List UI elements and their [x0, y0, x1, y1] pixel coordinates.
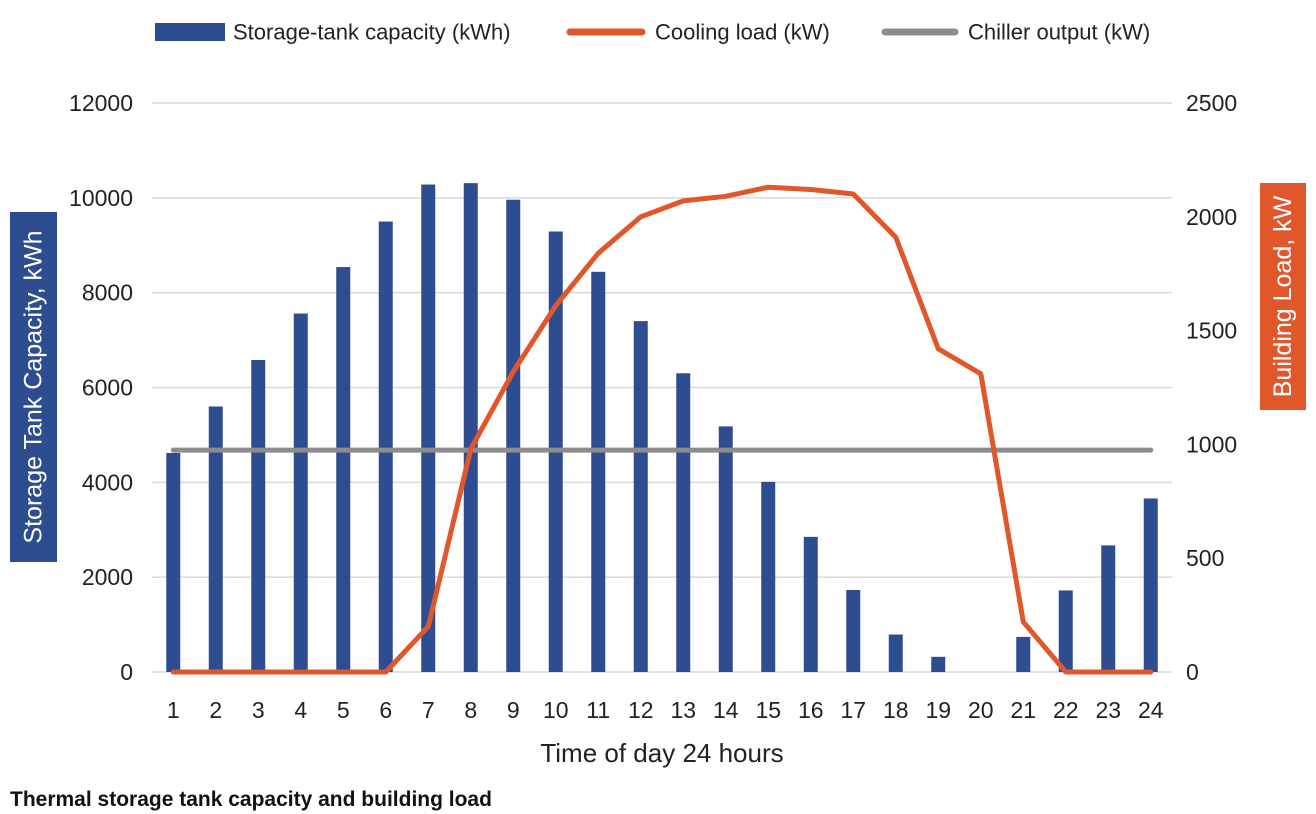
x-tick-label: 16: [798, 697, 824, 723]
storage-bar: [336, 267, 351, 672]
left-tick-label: 0: [120, 659, 133, 685]
legend: Storage-tank capacity (kWh) Cooling load …: [155, 20, 1150, 45]
x-tick-label: 24: [1138, 697, 1164, 723]
storage-bar: [421, 184, 436, 672]
x-tick-label: 21: [1010, 697, 1036, 723]
left-axis-ticks: 0 2000 4000 6000 8000 10000 12000: [69, 90, 133, 685]
left-tick-label: 6000: [82, 375, 133, 401]
x-tick-label: 9: [507, 697, 520, 723]
left-tick-label: 2000: [82, 564, 133, 590]
left-axis-title: Storage Tank Capacity, kWh: [10, 212, 57, 562]
storage-bar: [1101, 545, 1116, 672]
legend-swatch: [155, 23, 225, 41]
x-tick-label: 19: [925, 697, 951, 723]
x-tick-label: 12: [628, 697, 654, 723]
left-axis-title-box: [10, 212, 57, 562]
x-tick-label: 3: [252, 697, 265, 723]
figure-caption: Thermal storage tank capacity and buildi…: [10, 788, 492, 811]
storage-bar: [1016, 636, 1031, 672]
x-tick-label: 8: [464, 697, 477, 723]
x-tick-label: 1: [167, 697, 180, 723]
x-tick-label: 6: [379, 697, 392, 723]
x-tick-label: 23: [1095, 697, 1121, 723]
x-tick-label: 17: [840, 697, 866, 723]
x-tick-label: 15: [755, 697, 781, 723]
storage-bar: [251, 359, 266, 672]
x-tick-label: 18: [883, 697, 909, 723]
x-axis-ticks: 1 2 3 4 5 6 7 8 9 10 11 12 13 14 15 16 17 18 19 20 21 22 23 24: [167, 697, 1164, 723]
storage-bar: [888, 634, 903, 672]
storage-bar: [803, 536, 818, 672]
x-tick-label: 13: [670, 697, 696, 723]
storage-bar: [676, 373, 691, 672]
storage-bar: [846, 589, 861, 672]
bar-series: [166, 183, 1158, 673]
storage-bar: [463, 183, 478, 673]
x-tick-label: 7: [422, 697, 435, 723]
storage-bar: [591, 271, 606, 672]
x-tick-label: 2: [209, 697, 222, 723]
storage-bar: [506, 199, 521, 673]
legend-label: Chiller output (kW): [968, 20, 1150, 45]
x-tick-label: 5: [337, 697, 350, 723]
storage-bar: [293, 313, 308, 672]
x-tick-label: 20: [968, 697, 994, 723]
right-tick-label: 0: [1186, 659, 1199, 685]
right-tick-label: 2000: [1186, 204, 1237, 230]
storage-bar: [208, 406, 223, 672]
right-tick-label: 1000: [1186, 431, 1237, 457]
storage-bar: [931, 656, 946, 672]
x-tick-label: 4: [294, 697, 307, 723]
legend-label: Storage-tank capacity (kWh): [233, 20, 511, 45]
left-tick-label: 4000: [82, 469, 133, 495]
left-tick-label: 12000: [69, 90, 133, 116]
right-axis-title-box: [1260, 183, 1306, 410]
storage-bar: [166, 452, 181, 672]
storage-bar: [378, 221, 393, 672]
x-tick-label: 10: [543, 697, 569, 723]
right-axis-title-text: Building Load, kW: [1269, 195, 1297, 397]
legend-label: Cooling load (kW): [655, 20, 830, 45]
left-tick-label: 8000: [82, 280, 133, 306]
left-tick-label: 10000: [69, 185, 133, 211]
storage-bar: [761, 481, 776, 672]
right-tick-label: 1500: [1186, 318, 1237, 344]
storage-bar: [718, 426, 733, 672]
left-axis-title-text: Storage Tank Capacity, kWh: [20, 230, 48, 543]
x-tick-label: 22: [1053, 697, 1079, 723]
right-tick-label: 2500: [1186, 90, 1237, 116]
right-axis-title: Building Load, kW: [1260, 183, 1306, 410]
cooling-load-line: [170, 184, 1154, 675]
storage-bar: [1143, 498, 1158, 672]
storage-bar: [633, 321, 648, 672]
right-tick-label: 500: [1186, 545, 1224, 571]
x-tick-label: 14: [713, 697, 739, 723]
line-series: [170, 184, 1154, 675]
right-axis-ticks: 0 500 1000 1500 2000 2500: [1186, 90, 1237, 685]
x-axis-title: Time of day 24 hours: [540, 738, 783, 768]
storage-bar: [1058, 590, 1073, 672]
x-tick-label: 11: [586, 697, 610, 723]
